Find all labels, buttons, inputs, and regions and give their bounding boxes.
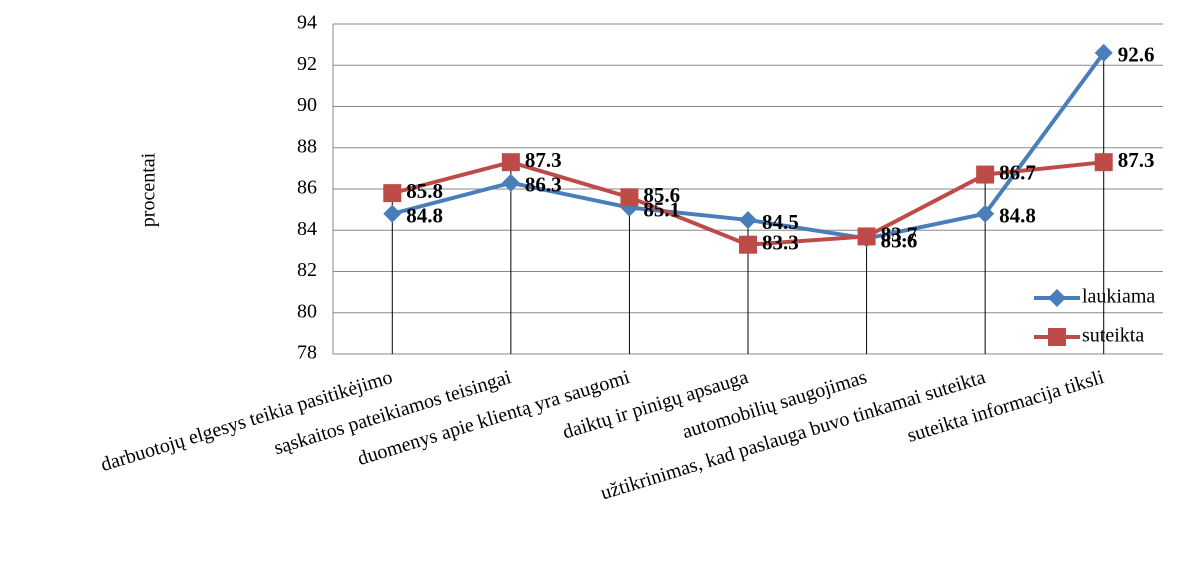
legend-label: laukiama [1082,286,1155,308]
x-tick-label: suteikta informacija tiksli [905,366,1107,447]
data-label: 92.6 [1118,43,1155,67]
point-marker [976,204,995,223]
point-marker [501,173,520,192]
data-label: 84.5 [762,210,799,234]
data-label: 85.6 [643,183,680,207]
data-label: 83.7 [881,222,918,246]
point-marker [501,153,520,172]
point-marker [1094,43,1113,62]
y-tick-label: 94 [297,12,317,34]
point-marker [739,210,757,229]
point-marker [857,227,876,246]
legend-label: suteikta [1082,325,1144,347]
y-tick-label: 80 [297,300,317,322]
data-label: 83.3 [762,231,799,255]
point-marker [1094,153,1113,172]
data-label: 86.3 [525,173,562,197]
data-label: 84.8 [406,204,443,228]
legend-marker [1048,289,1066,307]
y-tick-label: 84 [297,218,317,240]
data-label: 87.3 [525,148,562,172]
y-tick-label: 86 [297,177,317,199]
point-marker [739,235,757,254]
data-label: 86.7 [999,160,1036,184]
y-tick-label: 78 [297,342,317,364]
y-tick-label: 92 [297,53,317,75]
y-tick-label: 88 [297,135,317,157]
data-label: 85.1 [643,197,680,221]
y-axis-label: procentai [138,152,160,227]
series-line [391,51,1106,241]
data-label: 84.8 [999,204,1036,228]
y-tick-label: 90 [297,94,317,116]
point-marker [976,165,995,184]
legend-marker [1048,328,1066,346]
point-marker [383,184,402,203]
y-tick-label: 82 [297,259,317,281]
data-label: 87.3 [1118,148,1155,172]
point-marker [620,188,639,207]
data-label: 83.6 [881,228,918,252]
point-marker [383,204,402,223]
data-label: 85.8 [406,179,443,203]
